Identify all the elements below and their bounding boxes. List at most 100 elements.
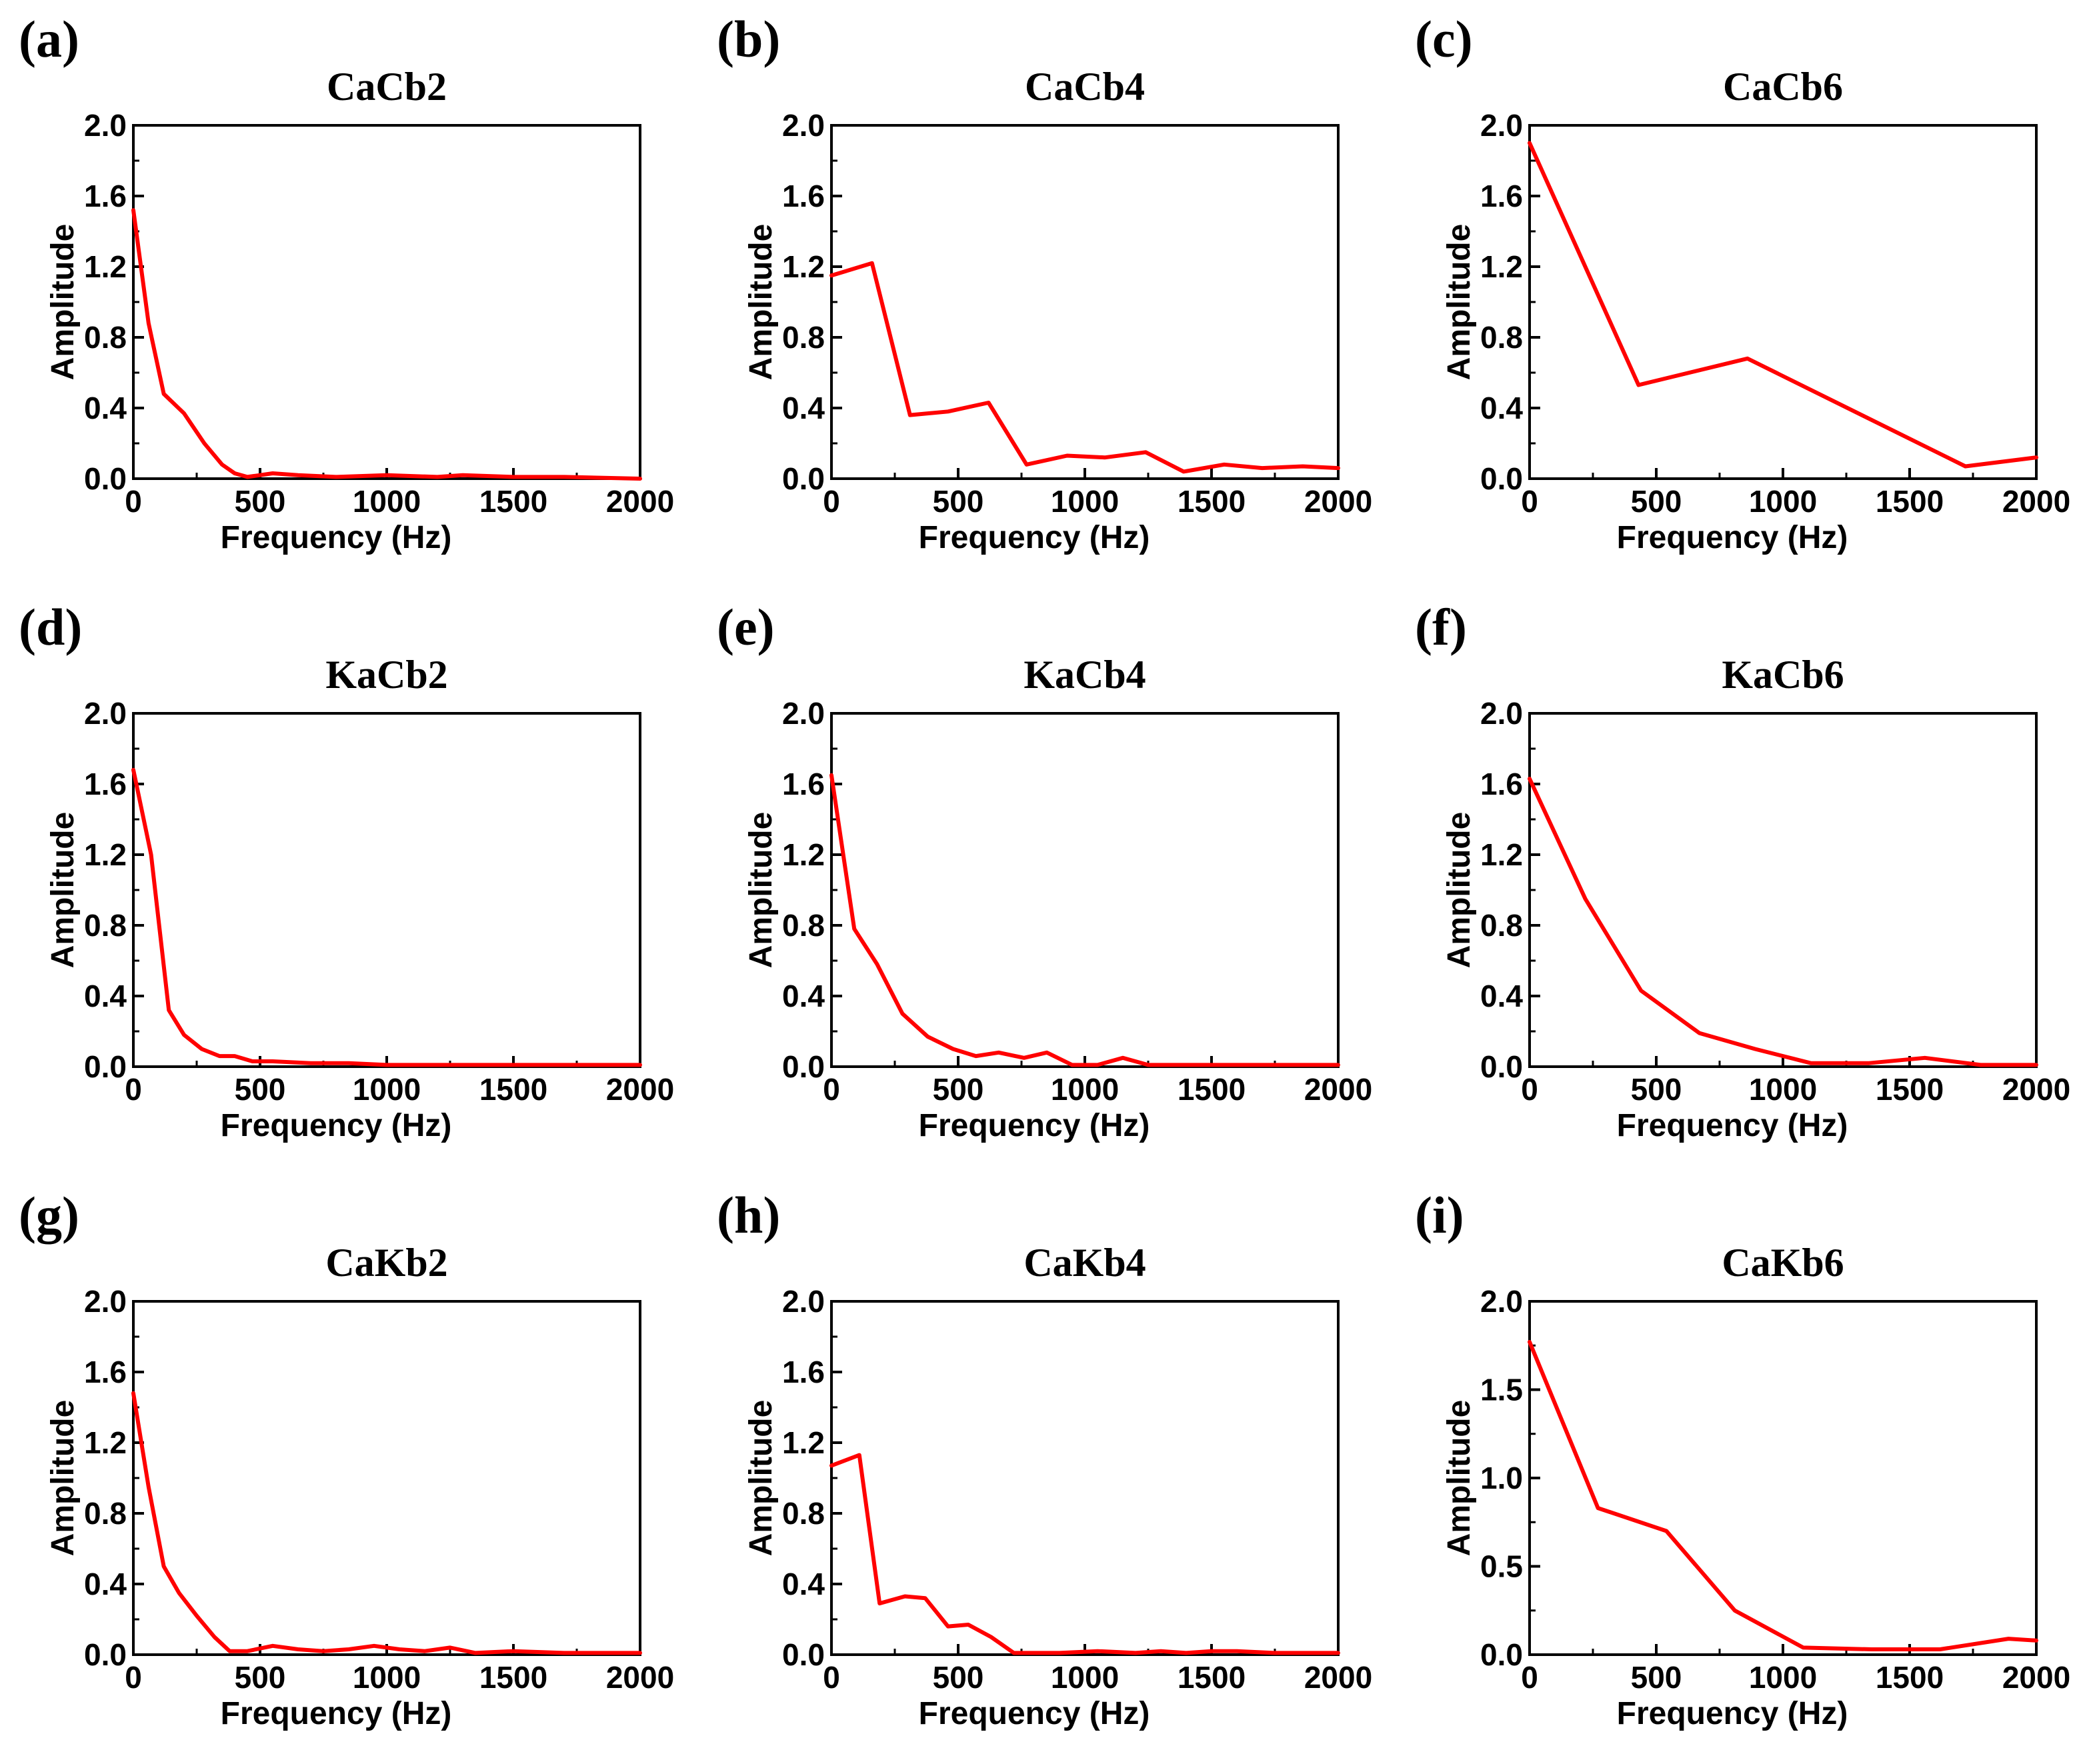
y-tick-label: 0.0 — [84, 1049, 127, 1084]
x-tick-label: 1500 — [1876, 1660, 1944, 1695]
chart-title: CaCb2 — [327, 65, 447, 109]
series-line — [131, 208, 642, 481]
x-tick-label: 0 — [823, 484, 840, 519]
y-tick-label: 1.2 — [1480, 249, 1523, 284]
series-line — [131, 1391, 642, 1655]
x-tick-label: 1000 — [1749, 1072, 1817, 1107]
chart-panel: (a) CaCb2 0 500 1000 1500 2000 0.0 0.4 0.8 1.2 1.6 2… — [0, 0, 698, 588]
y-tick-label: 1.6 — [1480, 767, 1523, 801]
chart-svg: CaCb4 0 500 1000 1500 2000 0.0 0.4 0.8 1.2 1.6 2.0 F… — [743, 65, 1372, 555]
plot-frame — [830, 712, 1340, 1068]
chart-panel: (f) KaCb6 0 500 1000 1500 2000 0.0 0.4 0.8 1.2 1.6 2… — [1396, 588, 2095, 1176]
y-tick-label: 2.0 — [1480, 1284, 1523, 1319]
y-tick-label: 0.0 — [1480, 461, 1523, 496]
plot-frame — [1528, 1300, 2038, 1656]
x-axis-label: Frequency (Hz) — [221, 1696, 452, 1731]
chart-title: CaKb2 — [325, 1241, 447, 1285]
panel-letter: (c) — [1415, 10, 1473, 68]
y-tick-label: 0.4 — [84, 979, 127, 1013]
y-tick-label: 2.0 — [84, 1284, 127, 1319]
y-tick-label: 0.0 — [84, 461, 127, 496]
x-axis-label: Frequency (Hz) — [221, 1108, 452, 1143]
plot-frame — [1528, 124, 2038, 480]
chart-svg: CaKb2 0 500 1000 1500 2000 0.0 0.4 0.8 1.2 1.6 2.0 F… — [45, 1241, 674, 1731]
y-tick-label: 1.2 — [84, 249, 127, 284]
x-tick-label: 500 — [1631, 1072, 1682, 1107]
x-tick-label: 1500 — [479, 1660, 547, 1695]
y-axis-label: Amplitude — [45, 812, 81, 969]
y-tick-label: 1.6 — [782, 767, 825, 801]
chart-svg: KaCb2 0 500 1000 1500 2000 0.0 0.4 0.8 1.2 1.6 2.0 F… — [45, 653, 674, 1143]
x-tick-label: 2000 — [1304, 1072, 1372, 1107]
x-axis-label: Frequency (Hz) — [919, 1108, 1150, 1143]
x-tick-label: 0 — [823, 1660, 840, 1695]
x-tick-label: 0 — [125, 1072, 142, 1107]
series-line — [1528, 777, 2038, 1067]
y-axis-label: Amplitude — [743, 812, 779, 969]
series-line — [1528, 1339, 2038, 1651]
x-tick-label: 2000 — [606, 484, 674, 519]
panel-letter: (d) — [19, 598, 83, 656]
y-tick-label: 0.4 — [84, 1567, 127, 1601]
x-tick-label: 500 — [235, 1660, 286, 1695]
x-tick-label: 0 — [1521, 484, 1538, 519]
chart-title: CaCb4 — [1025, 65, 1145, 109]
y-tick-label: 0.8 — [1480, 908, 1523, 943]
plot-frame — [830, 124, 1340, 480]
x-tick-label: 1500 — [1178, 484, 1246, 519]
y-tick-label: 2.0 — [782, 696, 825, 731]
y-tick-label: 0.4 — [782, 391, 825, 425]
y-tick-label: 0.4 — [1480, 391, 1523, 425]
x-tick-label: 0 — [125, 1660, 142, 1695]
x-tick-label: 1000 — [1749, 1660, 1817, 1695]
y-tick-label: 2.0 — [1480, 696, 1523, 731]
y-tick-label: 0.8 — [782, 320, 825, 355]
x-tick-label: 0 — [125, 484, 142, 519]
chart-title: KaCb4 — [1023, 653, 1146, 697]
y-axis-label: Amplitude — [1442, 224, 1477, 381]
y-tick-label: 1.2 — [782, 1425, 825, 1460]
series-line — [829, 773, 1340, 1067]
series-line — [1528, 141, 2038, 469]
panel-letter: (e) — [717, 598, 775, 656]
x-tick-label: 1500 — [479, 1072, 547, 1107]
plot-frame — [132, 712, 641, 1068]
y-tick-label: 2.0 — [84, 696, 127, 731]
x-tick-label: 2000 — [2002, 484, 2070, 519]
x-tick-label: 500 — [1631, 484, 1682, 519]
chart-svg: CaKb6 0 500 1000 1500 2000 0.0 0.5 1.0 1.5 2.0 Freq… — [1442, 1241, 2070, 1731]
y-tick-label: 0.0 — [1480, 1049, 1523, 1084]
x-tick-label: 0 — [823, 1072, 840, 1107]
chart-panel: (i) CaKb6 0 500 1000 1500 2000 0.0 0.5 1.0 1.5 2.0 F… — [1396, 1176, 2095, 1764]
x-tick-label: 2000 — [1304, 484, 1372, 519]
y-tick-label: 0.4 — [1480, 979, 1523, 1013]
x-tick-label: 1000 — [1051, 484, 1119, 519]
y-tick-label: 1.2 — [84, 837, 127, 872]
y-tick-label: 1.2 — [782, 249, 825, 284]
x-tick-label: 1000 — [1051, 1660, 1119, 1695]
chart-svg: CaCb2 0 500 1000 1500 2000 0.0 0.4 0.8 1.2 1.6 2.0 F… — [45, 65, 674, 555]
y-tick-label: 1.2 — [84, 1425, 127, 1460]
y-tick-label: 0.8 — [84, 908, 127, 943]
y-tick-label: 2.0 — [1480, 108, 1523, 143]
chart-title: CaKb4 — [1023, 1241, 1146, 1285]
y-tick-label: 0.8 — [84, 1496, 127, 1531]
series-line — [829, 261, 1340, 474]
y-tick-label: 0.0 — [1480, 1637, 1523, 1672]
x-axis-label: Frequency (Hz) — [1617, 520, 1848, 555]
panel-letter: (b) — [717, 10, 781, 68]
y-tick-label: 2.0 — [782, 108, 825, 143]
x-tick-label: 2000 — [2002, 1072, 2070, 1107]
chart-title: KaCb2 — [325, 653, 447, 697]
x-axis-label: Frequency (Hz) — [221, 520, 452, 555]
series-line — [829, 1453, 1340, 1655]
panel-letter: (f) — [1415, 598, 1467, 656]
y-tick-label: 0.0 — [782, 1049, 825, 1084]
x-tick-label: 2000 — [606, 1072, 674, 1107]
panel-letter: (h) — [717, 1186, 781, 1244]
plot-frame — [132, 124, 641, 480]
y-tick-label: 0.8 — [782, 1496, 825, 1531]
x-tick-label: 1000 — [353, 484, 421, 519]
x-axis-label: Frequency (Hz) — [919, 520, 1150, 555]
